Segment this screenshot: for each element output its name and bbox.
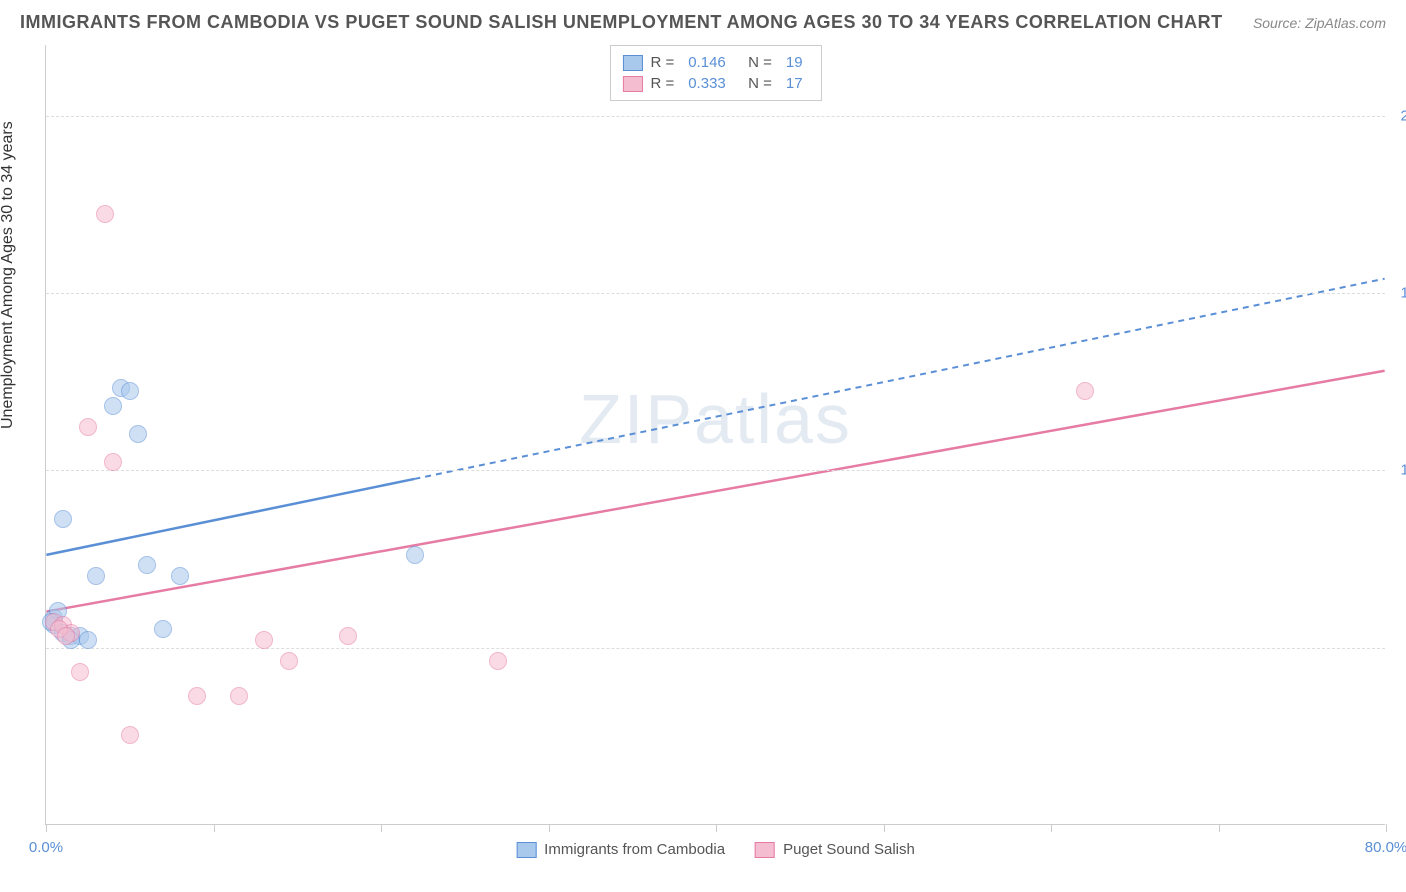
gridline	[46, 648, 1385, 649]
x-tick	[1219, 824, 1220, 832]
y-axis-label: Unemployment Among Ages 30 to 34 years	[0, 121, 17, 429]
data-point	[121, 382, 139, 400]
data-point	[138, 556, 156, 574]
legend-swatch	[622, 76, 642, 92]
data-point	[188, 687, 206, 705]
trend-line-dashed	[414, 279, 1384, 479]
legend-n-value: 19	[786, 54, 803, 71]
series-name: Puget Sound Salish	[783, 841, 915, 858]
legend-r-label: R =	[650, 54, 674, 71]
data-point	[104, 397, 122, 415]
data-point	[489, 652, 507, 670]
series-legend-item: Immigrants from Cambodia	[516, 841, 725, 858]
x-tick	[1051, 824, 1052, 832]
x-tick	[884, 824, 885, 832]
series-legend-item: Puget Sound Salish	[755, 841, 915, 858]
legend-swatch	[622, 55, 642, 71]
chart-title: IMMIGRANTS FROM CAMBODIA VS PUGET SOUND …	[20, 12, 1223, 33]
source-attribution: Source: ZipAtlas.com	[1253, 15, 1386, 31]
data-point	[121, 726, 139, 744]
legend-row: R = 0.333 N = 17	[622, 73, 808, 94]
chart-plot-area: ZIPatlas R =0.146 N =19R =0.333 N =17 Im…	[45, 45, 1385, 825]
trend-lines-layer	[46, 45, 1385, 824]
data-point	[54, 510, 72, 528]
y-tick-label: 20.0%	[1400, 107, 1406, 124]
x-tick	[1386, 824, 1387, 832]
data-point	[79, 418, 97, 436]
data-point	[57, 627, 75, 645]
legend-n-label: N =	[740, 75, 772, 92]
data-point	[79, 631, 97, 649]
x-tick	[716, 824, 717, 832]
watermark-text: ZIPatlas	[579, 379, 852, 459]
legend-row: R = 0.146 N = 19	[622, 52, 808, 73]
legend-r-value: 0.146	[688, 54, 726, 71]
data-point	[104, 453, 122, 471]
data-point	[87, 567, 105, 585]
x-tick-label: 80.0%	[1365, 839, 1406, 856]
x-tick	[214, 824, 215, 832]
series-name: Immigrants from Cambodia	[544, 841, 725, 858]
data-point	[280, 652, 298, 670]
data-point	[406, 546, 424, 564]
x-tick	[381, 824, 382, 832]
data-point	[71, 663, 89, 681]
legend-swatch	[516, 842, 536, 858]
trend-line-solid	[46, 371, 1384, 612]
gridline	[46, 116, 1385, 117]
legend-n-label: N =	[740, 54, 772, 71]
x-tick	[549, 824, 550, 832]
data-point	[255, 631, 273, 649]
y-tick-label: 15.0%	[1400, 285, 1406, 302]
legend-r-value: 0.333	[688, 75, 726, 92]
gridline	[46, 293, 1385, 294]
series-legend: Immigrants from Cambodia Puget Sound Sali…	[516, 841, 915, 858]
data-point	[154, 620, 172, 638]
trend-line-solid	[46, 479, 414, 555]
data-point	[96, 205, 114, 223]
data-point	[230, 687, 248, 705]
data-point	[171, 567, 189, 585]
x-tick-label: 0.0%	[29, 839, 63, 856]
data-point	[339, 627, 357, 645]
gridline	[46, 470, 1385, 471]
correlation-legend: R = 0.146 N = 19 R = 0.333 N = 17	[609, 45, 821, 101]
y-tick-label: 10.0%	[1400, 462, 1406, 479]
data-point	[1076, 382, 1094, 400]
legend-swatch	[755, 842, 775, 858]
x-tick	[46, 824, 47, 832]
data-point	[129, 425, 147, 443]
legend-r-label: R =	[650, 75, 674, 92]
legend-n-value: 17	[786, 75, 803, 92]
